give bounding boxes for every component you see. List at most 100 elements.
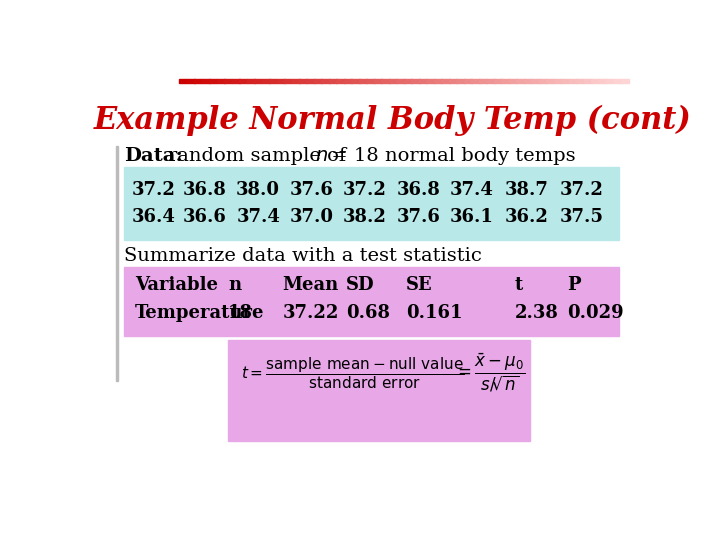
Bar [336, 79, 345, 83]
Text: Mean: Mean [282, 276, 338, 294]
Bar [179, 79, 187, 83]
Text: Summarize data with a test statistic: Summarize data with a test statistic [124, 247, 482, 265]
Bar [314, 79, 323, 83]
Bar [351, 79, 360, 83]
Bar [284, 79, 292, 83]
Text: 38.7: 38.7 [505, 180, 548, 199]
Bar [292, 79, 300, 83]
Bar [449, 79, 457, 83]
Bar [516, 79, 524, 83]
Bar [569, 79, 577, 83]
Bar [441, 79, 449, 83]
Bar [546, 79, 554, 83]
Bar [509, 79, 517, 83]
Bar [554, 79, 562, 83]
Bar [261, 79, 270, 83]
Text: 37.2: 37.2 [559, 180, 603, 199]
Text: SD: SD [346, 276, 374, 294]
Text: 37.2: 37.2 [132, 180, 176, 199]
Text: Example Normal Body Temp (cont): Example Normal Body Temp (cont) [94, 105, 691, 136]
Bar [276, 79, 285, 83]
Text: Temperature: Temperature [135, 303, 264, 322]
Text: 36.6: 36.6 [183, 208, 227, 226]
Text: $t = \dfrac{\mathsf{sample\ mean} - \mathsf{null\ value}}{\mathsf{standard\ erro: $t = \dfrac{\mathsf{sample\ mean} - \mat… [241, 355, 464, 390]
Bar [124, 167, 618, 240]
Text: 37.4: 37.4 [236, 208, 280, 226]
Text: 38.2: 38.2 [343, 208, 387, 226]
Bar [501, 79, 510, 83]
Bar [606, 79, 614, 83]
Text: 36.8: 36.8 [183, 180, 227, 199]
Bar [224, 79, 233, 83]
Bar [486, 79, 495, 83]
Text: Data:: Data: [124, 147, 183, 165]
Text: 36.4: 36.4 [132, 208, 176, 226]
Bar [344, 79, 352, 83]
Text: 37.5: 37.5 [559, 208, 603, 226]
Bar [531, 79, 539, 83]
Bar [456, 79, 464, 83]
Bar [561, 79, 570, 83]
Bar [329, 79, 337, 83]
Bar [523, 79, 532, 83]
Text: 36.8: 36.8 [397, 180, 441, 199]
Text: random sample of: random sample of [168, 147, 352, 165]
Bar [539, 79, 547, 83]
Text: P: P [567, 276, 581, 294]
Text: t: t [515, 276, 523, 294]
Bar [116, 146, 118, 381]
Bar [419, 79, 427, 83]
Bar [124, 267, 618, 336]
Bar [269, 79, 277, 83]
Text: n: n [228, 276, 241, 294]
Bar [494, 79, 502, 83]
Bar [397, 79, 405, 83]
Bar [359, 79, 367, 83]
Text: 0.68: 0.68 [346, 303, 390, 322]
Text: Variable: Variable [135, 276, 218, 294]
Text: 37.22: 37.22 [282, 303, 338, 322]
Text: 0.161: 0.161 [406, 303, 463, 322]
Bar [584, 79, 592, 83]
Bar [232, 79, 240, 83]
Bar [374, 79, 382, 83]
Bar [382, 79, 390, 83]
Bar [434, 79, 442, 83]
Text: = 18 normal body temps: = 18 normal body temps [325, 147, 575, 165]
Bar [411, 79, 420, 83]
Text: SE: SE [406, 276, 433, 294]
Bar [228, 340, 530, 441]
Bar [202, 79, 210, 83]
Text: 18: 18 [228, 303, 253, 322]
Text: $= \dfrac{\bar{x} - \mu_0}{s/\!\sqrt{n}}$: $= \dfrac{\bar{x} - \mu_0}{s/\!\sqrt{n}}… [454, 352, 526, 394]
Bar [472, 79, 480, 83]
Bar [576, 79, 585, 83]
Text: 38.0: 38.0 [236, 180, 280, 199]
Text: 37.6: 37.6 [397, 208, 441, 226]
Text: $n$: $n$ [315, 147, 328, 165]
Text: 0.029: 0.029 [567, 303, 624, 322]
Bar [598, 79, 607, 83]
Text: 37.0: 37.0 [289, 208, 333, 226]
Bar [613, 79, 622, 83]
Text: 36.2: 36.2 [505, 208, 548, 226]
Text: 36.1: 36.1 [450, 208, 494, 226]
Bar [246, 79, 255, 83]
Bar [239, 79, 248, 83]
Text: 37.2: 37.2 [343, 180, 387, 199]
Text: 37.6: 37.6 [289, 180, 333, 199]
Bar [217, 79, 225, 83]
Text: 37.4: 37.4 [450, 180, 494, 199]
Bar [194, 79, 202, 83]
Bar [479, 79, 487, 83]
Bar [404, 79, 412, 83]
Bar [307, 79, 315, 83]
Bar [591, 79, 600, 83]
Bar [426, 79, 435, 83]
Bar [464, 79, 472, 83]
Bar [621, 79, 629, 83]
Bar [254, 79, 262, 83]
Bar [366, 79, 374, 83]
Bar [209, 79, 217, 83]
Bar [321, 79, 330, 83]
